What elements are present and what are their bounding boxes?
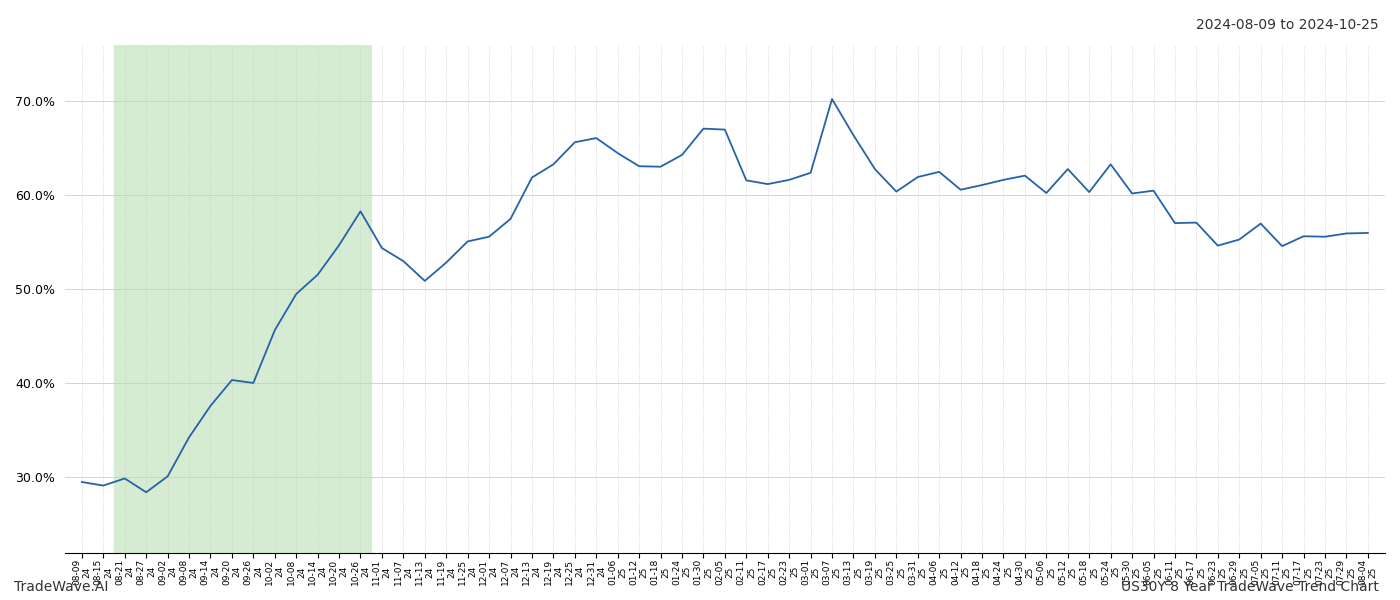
Text: US30Y 8 Year TradeWave Trend Chart: US30Y 8 Year TradeWave Trend Chart [1121, 580, 1379, 594]
Bar [113, 45, 371, 553]
Text: 2024-08-09 to 2024-10-25: 2024-08-09 to 2024-10-25 [1197, 18, 1379, 32]
Text: TradeWave.AI: TradeWave.AI [14, 580, 108, 594]
